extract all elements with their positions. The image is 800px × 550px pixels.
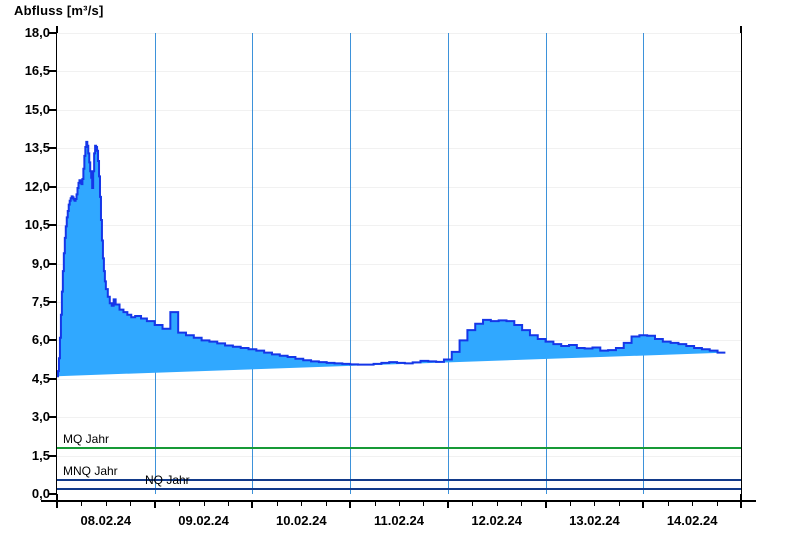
y-axis-tick-label: 15,0 [24,101,50,117]
y-axis-tick [49,108,57,111]
x-axis-tick [740,500,742,508]
reference-line-label: NQ Jahr [145,473,190,488]
y-axis-tick [49,493,57,495]
y-axis-tick-label: 16,5 [24,63,50,79]
x-axis-tick-label: 10.02.24 [275,513,327,528]
gridline-horizontal [57,109,741,111]
x-axis-tick-label: 11.02.24 [374,513,424,528]
x-axis-line [41,500,756,502]
reference-line-label: MQ Jahr [63,432,110,447]
x-axis-tick-label: 14.02.24 [666,513,718,528]
discharge-area-series [57,140,726,378]
gridline-horizontal [57,186,741,188]
y-axis-tick [49,377,57,380]
x-axis-tick-minor [276,500,278,506]
x-axis-tick-minor [692,500,694,506]
y-axis-tick [49,224,57,227]
reference-line-mnq-jahr [57,478,741,481]
x-axis-tick-minor [179,500,181,506]
x-axis-tick-label: 09.02.24 [178,513,229,528]
x-axis-tick [349,500,352,508]
y-axis-right-line [740,26,742,502]
x-axis-tick-label: 13.02.24 [569,513,620,528]
y-axis-tick [49,147,57,150]
x-axis-tick [544,500,547,508]
x-axis-tick-minor [301,500,303,506]
y-axis-tick [49,339,57,342]
gridline-horizontal [57,225,741,227]
gridline-horizontal [57,263,741,265]
x-axis-tick-minor [374,500,376,506]
y-axis-tick-label: 0,0 [31,486,50,501]
reference-line-mq-jahr [57,447,741,450]
x-axis-tick-minor [594,500,596,506]
y-axis-tick-label: 1,5 [31,447,50,463]
x-axis-tick-label: 12.02.24 [471,513,522,528]
y-axis-tick-label: 7,5 [31,293,50,309]
x-axis-tick-minor [521,500,523,506]
plot-area: MQ Jahr MNQ Jahr NQ Jahr [57,33,741,494]
y-axis-tick-label: 18,0 [24,25,50,40]
x-axis-tick-minor [105,500,107,506]
y-axis-tick [49,262,57,265]
y-axis-tick-label: 6,0 [31,332,50,348]
x-axis-tick-minor [667,500,669,506]
x-axis-tick [446,500,449,508]
gridline-horizontal [57,378,741,380]
x-axis-tick-minor [472,500,474,506]
gridline-vertical [447,33,449,494]
x-axis-tick-minor [81,500,83,506]
chart-title: Abfluss [m³/s] [14,3,104,18]
x-axis-tick [251,500,254,508]
x-axis-tick [56,500,58,508]
x-axis-tick-label: 08.02.24 [80,513,132,528]
gridline-vertical [643,33,645,494]
discharge-area-fill [57,141,726,377]
gridline-horizontal [57,148,741,150]
reference-line-nq-jahr [57,488,741,491]
gridline-horizontal [57,455,741,457]
gridline-vertical [545,33,547,494]
x-axis-tick-minor [570,500,571,506]
x-axis-tick [153,500,156,508]
y-axis-tick [49,32,57,34]
x-axis-tick-minor [325,500,327,506]
x-axis-tick-minor [228,500,229,506]
gridline-horizontal [57,301,741,303]
x-axis-tick-minor [716,500,718,506]
x-axis-tick-minor [203,500,205,506]
y-axis-tick-label: 13,5 [24,140,50,156]
x-axis-tick-minor [496,500,498,506]
gridline-horizontal [57,33,741,34]
gridline-vertical [252,33,254,494]
y-axis-tick-label: 9,0 [31,255,50,271]
y-axis-tick-label: 4,5 [31,370,50,386]
y-axis-tick-label: 3,0 [31,409,50,425]
gridline-horizontal [57,417,741,419]
y-axis-tick [49,300,57,303]
gridline-horizontal [57,340,741,342]
y-axis-tick [49,70,57,73]
x-axis-tick-minor [399,500,400,506]
y-axis-tick-label: 12,0 [24,178,50,194]
x-axis-tick-minor [130,500,132,506]
discharge-area-stroke [57,140,726,378]
y-axis-tick [49,416,57,419]
x-axis-tick-minor [618,500,620,506]
y-axis-tick-label: 10,5 [24,217,50,233]
gridline-vertical [154,33,156,494]
y-axis-tick [49,185,57,188]
gridline-vertical [350,33,352,494]
x-axis-tick-minor [423,500,425,506]
y-axis-tick [49,454,57,457]
x-axis-tick [642,500,645,508]
reference-line-label: MNQ Jahr [63,463,118,478]
gridline-horizontal [57,71,741,73]
